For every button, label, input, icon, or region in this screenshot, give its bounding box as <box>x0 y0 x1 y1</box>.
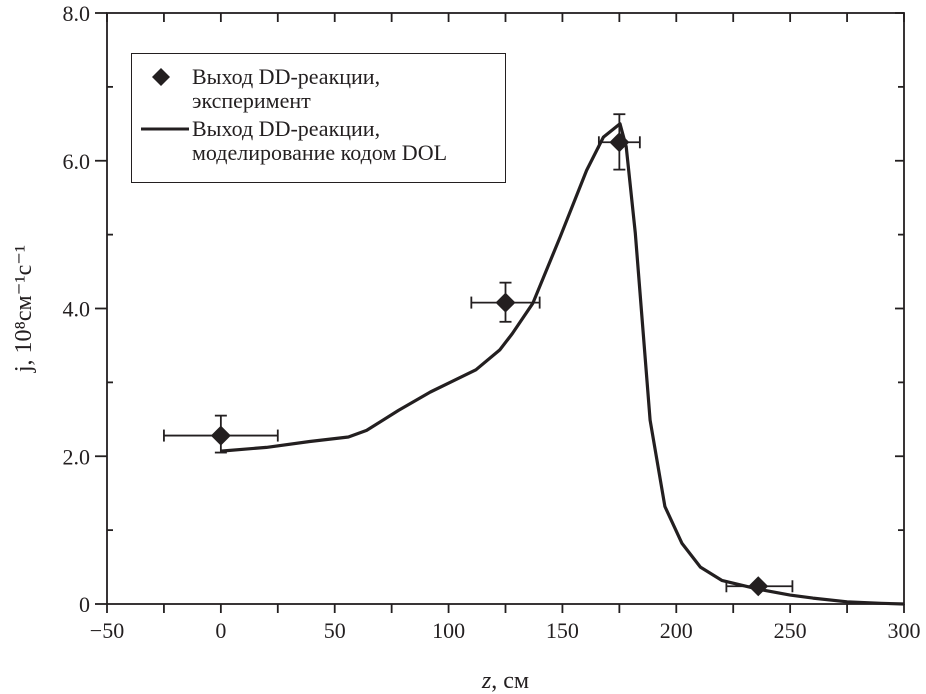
y-axis-title: j, 10⁸см⁻¹с⁻¹ <box>11 245 37 373</box>
diamond-marker <box>495 292 516 313</box>
x-tick-label: 200 <box>660 618 693 643</box>
legend-label-simulation-line2: моделирование кодом DOL <box>192 140 448 165</box>
y-tick-label: 2.0 <box>63 444 91 469</box>
x-tick-label: 50 <box>324 618 346 643</box>
x-tick-label: 300 <box>888 618 921 643</box>
data-point <box>597 113 641 171</box>
line-marker-icon <box>141 127 189 131</box>
x-tick-label: 100 <box>432 618 465 643</box>
legend: Выход DD-реакции, эксперимент Выход DD-р… <box>131 53 506 183</box>
legend-label-simulation-line1: Выход DD-реакции, <box>192 116 381 141</box>
x-tick-label: −50 <box>90 618 124 643</box>
x-axis-title: z, см <box>481 668 529 694</box>
diamond-marker <box>748 576 769 597</box>
y-tick-label: 6.0 <box>63 149 91 174</box>
data-point <box>725 576 794 597</box>
data-point <box>163 414 279 454</box>
x-axis-var: z <box>481 668 492 694</box>
diamond-marker-icon <box>152 68 170 86</box>
x-tick-label: 250 <box>774 618 807 643</box>
x-tick-label: 0 <box>215 618 226 643</box>
legend-label-experiment-line2: эксперимент <box>192 88 311 113</box>
x-tick-label: 150 <box>546 618 579 643</box>
diamond-marker <box>609 132 630 153</box>
y-tick-label: 0 <box>79 592 90 617</box>
simulation-curve <box>220 122 905 606</box>
data-point <box>470 281 541 323</box>
y-tick-label: 4.0 <box>63 297 91 322</box>
x-axis-unit: , см <box>491 668 529 694</box>
legend-label-experiment-line1: Выход DD-реакции, <box>192 64 381 89</box>
y-tick-label: 8.0 <box>63 1 91 26</box>
diamond-marker <box>210 425 231 446</box>
